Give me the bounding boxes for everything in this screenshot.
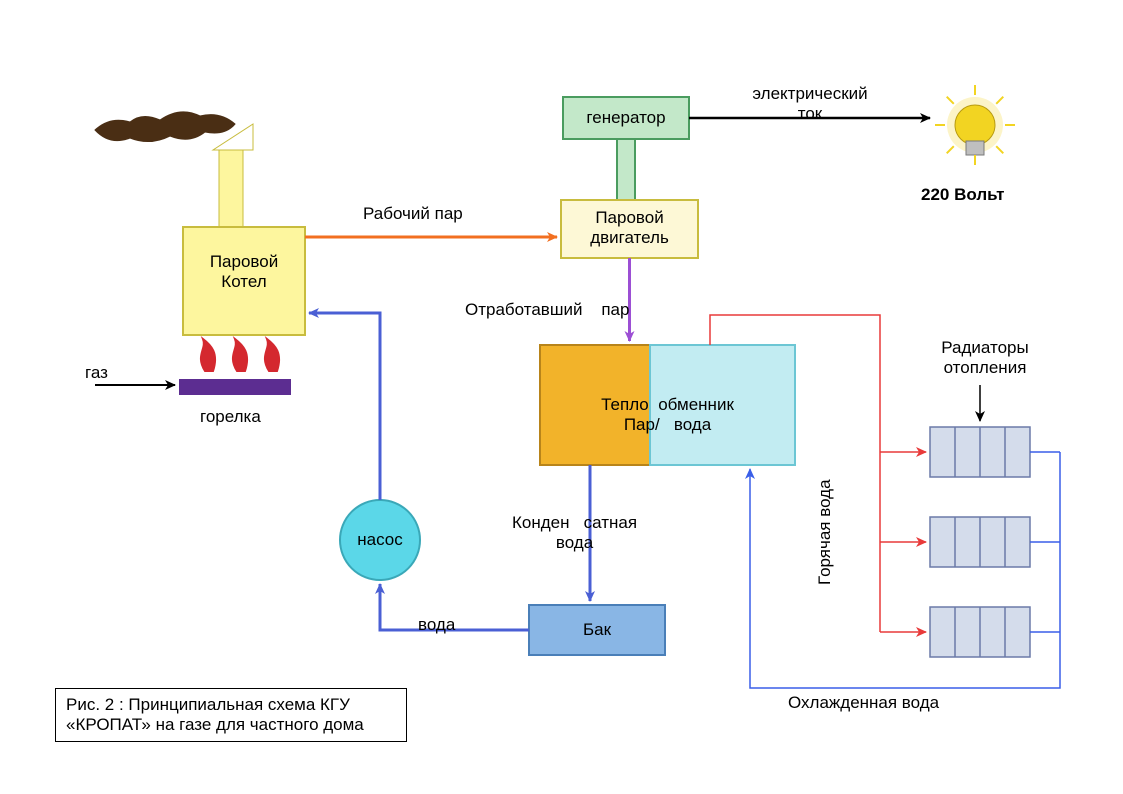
radiators-label: Радиаторы отопления [925, 338, 1045, 379]
boiler-label: Паровой Котел [183, 252, 305, 293]
exhaust-steam-label: Отработавший пар [465, 300, 629, 320]
generator-label: генератор [563, 108, 689, 128]
tank-label: Бак [529, 620, 665, 640]
working-steam-label: Рабочий пар [363, 204, 463, 224]
burner-label: горелка [200, 407, 261, 427]
heat-exchanger-label: Тепло обменник Пар/ вода [540, 395, 795, 436]
pump-label: насос [340, 530, 420, 550]
condensate-label: Конден сатная вода [512, 513, 637, 553]
engine-label: Паровой двигатель [561, 208, 698, 249]
cool-water-label: Охлажденная вода [788, 693, 939, 713]
figure-caption: Рис. 2 : Принципиальная схема КГУ «КРОПА… [55, 688, 407, 742]
volt-label: 220 Вольт [921, 185, 1004, 205]
water-label: вода [418, 615, 455, 635]
electric-current-label: электрический ток [720, 84, 900, 125]
hot-water-label: Горячая вода [815, 479, 835, 585]
gas-label: газ [85, 363, 108, 383]
